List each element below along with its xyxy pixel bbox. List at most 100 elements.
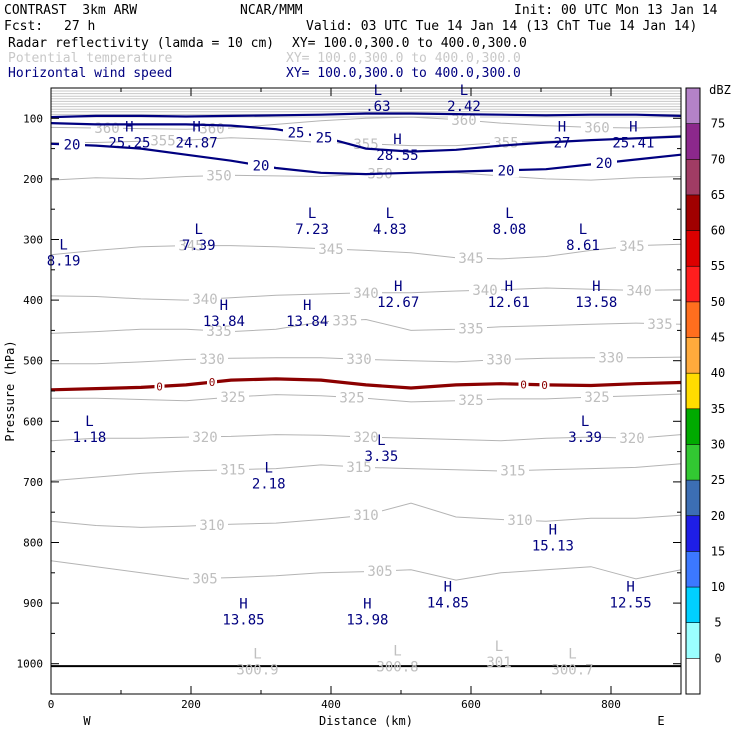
theta-label: 335 (458, 321, 483, 337)
extremum-value: 12.67 (377, 295, 419, 311)
theta-label: 330 (346, 352, 371, 368)
reflectivity-zero-label: 0 (209, 376, 216, 389)
extremum-low-marker: L (374, 83, 382, 99)
y-tick-label: 600 (23, 415, 43, 428)
extremum-value: 8.61 (566, 238, 600, 254)
extremum-high-marker: H (192, 119, 200, 135)
extremum-high-marker: H (303, 298, 311, 314)
extremum-high-marker: H (394, 279, 402, 295)
colorbar-swatch (686, 515, 700, 552)
theta-label: 360 (584, 120, 609, 136)
valid-time: Valid: 03 UTC Tue 14 Jan 14 (13 ChT Tue … (306, 19, 698, 34)
extremum-value: 300.9 (236, 663, 278, 679)
wind-isotach-20 (50, 142, 682, 176)
theta-label: 330 (598, 351, 623, 367)
field-wind-xy: XY= 100.0,300.0 to 400.0,300.0 (286, 66, 521, 81)
theta-label: 305 (367, 564, 392, 580)
extremum-low-marker: L (393, 644, 401, 660)
theta-label: 320 (192, 430, 217, 446)
colorbar-swatch (686, 159, 700, 195)
colorbar-level-label: 40 (711, 366, 725, 380)
x-tick-label: 200 (181, 698, 201, 711)
colorbar-level-label: 0 (714, 651, 721, 665)
theta-label: 315 (346, 460, 371, 476)
extremum-high-marker: H (592, 279, 600, 295)
extremum-low-marker: L (579, 222, 587, 238)
theta-label: 355 (353, 137, 378, 153)
wind-isotach-25 (50, 122, 682, 153)
extremum-low-marker: L (308, 206, 316, 222)
colorbar-level-label: 30 (711, 437, 725, 451)
theta-label-bg (455, 321, 487, 336)
reflectivity-zero-label: 0 (541, 379, 548, 392)
wind-label-bg (311, 130, 337, 145)
init-time: Init: 00 UTC Mon 13 Jan 14 (514, 3, 718, 18)
theta-label: 315 (220, 463, 245, 479)
colorbar-swatch (686, 622, 700, 659)
colorbar-level-label: 45 (711, 331, 725, 345)
theta-label-bg (343, 459, 375, 474)
colorbar-swatch (686, 587, 700, 623)
theta-label: 310 (353, 508, 378, 524)
y-tick-label: 700 (23, 476, 43, 489)
y-tick-label: 400 (23, 294, 43, 307)
theta-label-bg (581, 389, 613, 404)
theta-contour-345 (50, 243, 682, 260)
theta-label-bg (203, 323, 235, 338)
extremum-value: 28.55 (376, 148, 418, 164)
extremum-high-marker: H (444, 579, 452, 595)
extremum-value: 27 (554, 135, 571, 151)
theta-label: 340 (192, 292, 217, 308)
theta-label: 335 (206, 324, 231, 340)
wind-isotach-label: 20 (596, 156, 613, 172)
theta-label-bg (644, 316, 676, 331)
theta-label: 325 (220, 390, 245, 406)
colorbar-swatch (686, 444, 700, 481)
extremum-high-marker: H (363, 596, 371, 612)
theta-contour-360 (50, 116, 682, 130)
extremum-value: 25.41 (612, 135, 654, 151)
wind-label-bg (59, 137, 85, 152)
colorbar-swatch (686, 230, 700, 267)
extremum-low-marker: L (505, 206, 513, 222)
field-reflectivity-name: Radar reflectivity (lamda = 10 cm) (8, 36, 275, 51)
extremum-value: 3.39 (568, 430, 602, 446)
wind-label-bg (248, 158, 274, 173)
theta-label: 325 (339, 391, 364, 407)
extremum-low-marker: L (386, 206, 394, 222)
extremum-value: 13.84 (203, 314, 245, 330)
extremum-value: 7.39 (182, 238, 216, 254)
colorbar-level-label: 35 (711, 402, 725, 416)
extremum-value: 15.13 (532, 538, 574, 554)
extremum-high-marker: H (393, 132, 401, 148)
extremum-value: 3.35 (365, 449, 399, 465)
theta-label-bg (343, 352, 375, 367)
extremum-high-marker: H (505, 279, 513, 295)
extremum-value: 25.25 (108, 135, 150, 151)
reflectivity-label-bg (154, 380, 165, 393)
theta-label-bg (455, 251, 487, 266)
colorbar-level-label: 50 (711, 295, 725, 309)
colorbar-swatch (686, 373, 700, 409)
extremum-low-marker: L (460, 83, 468, 99)
extremum-low-marker: L (194, 222, 202, 238)
y-tick-label: 200 (23, 173, 43, 186)
extremum-value: 2.42 (447, 99, 481, 115)
extremum-value: 300.8 (376, 660, 418, 676)
wind-label-bg (493, 163, 519, 178)
theta-label-bg (497, 463, 529, 478)
colorbar-level-label: 75 (711, 117, 725, 131)
extremum-high-marker: H (239, 596, 247, 612)
colorbar-level-label: 55 (711, 259, 725, 273)
y-axis-label: Pressure (hPa) (3, 340, 17, 441)
theta-label-bg (329, 313, 361, 328)
theta-label: 345 (178, 239, 203, 255)
extremum-value: 12.55 (610, 595, 652, 611)
theta-label-bg (196, 518, 228, 533)
theta-label-bg (350, 430, 382, 445)
extremum-value: 8.08 (493, 222, 527, 238)
colorbar-swatch (686, 266, 700, 302)
theta-label-bg (448, 113, 480, 128)
wind-isotach-label: 25 (316, 130, 333, 146)
theta-label-bg (196, 351, 228, 366)
